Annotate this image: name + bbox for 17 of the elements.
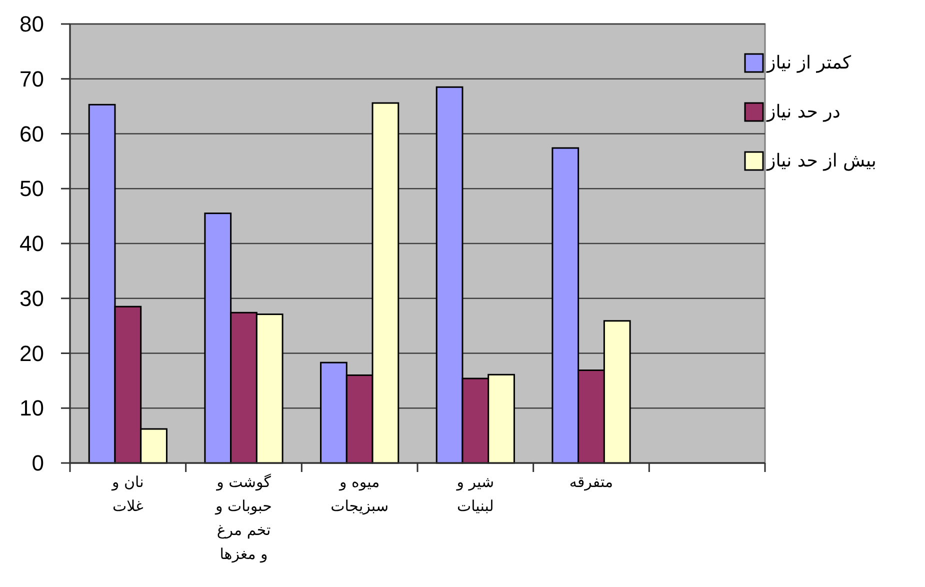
legend-label: در حد نیاز: [766, 102, 840, 122]
x-tick-label: نان و غلات: [111, 473, 144, 515]
y-tick-label: 60: [20, 121, 44, 146]
y-tick-label: 10: [20, 396, 44, 421]
y-tick-label: 30: [20, 286, 44, 311]
y-tick-label: 50: [20, 176, 44, 202]
y-tick-label: 40: [20, 231, 44, 256]
y-tick-label: 20: [20, 340, 44, 366]
x-tick-label: متفرقه: [569, 473, 614, 491]
x-tick-label: شیر و لبنیات: [456, 473, 494, 515]
y-tick-label: 80: [20, 12, 44, 36]
y-tick-label: 0: [32, 450, 44, 476]
legend-label: کمتر از نیاز: [766, 52, 852, 74]
x-tick-label: میوه و سبزیجات: [330, 473, 389, 515]
legend-label: بیش از حد نیاز: [766, 150, 876, 172]
x-tick-label: گوشت و حبوبات و تخم مرغ و مغزها: [214, 473, 272, 563]
y-tick-label: 70: [20, 66, 44, 92]
